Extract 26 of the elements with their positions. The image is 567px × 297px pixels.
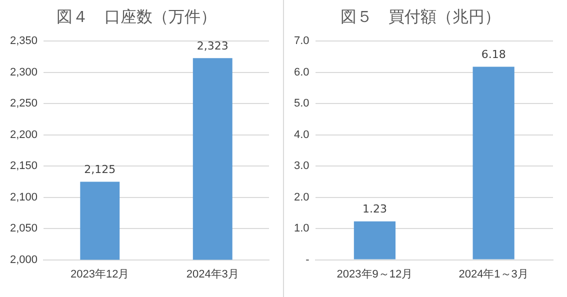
y-tick-label: 2,150 <box>10 160 38 172</box>
x-tick-label: 2024年1～3月 <box>458 268 528 280</box>
y-tick-label: 6.0 <box>294 66 310 78</box>
y-tick-label: 2,050 <box>10 222 38 235</box>
data-label: 2,125 <box>84 163 116 176</box>
y-tick-label: 2.0 <box>294 191 310 204</box>
y-tick-label: 2,200 <box>10 128 38 141</box>
y-tick-label: 2,300 <box>10 66 38 78</box>
y-tick-label: 3.0 <box>294 160 310 172</box>
data-label: 6.18 <box>481 48 506 62</box>
y-tick-label: 7.0 <box>294 35 310 48</box>
y-tick-label: 4.0 <box>294 128 310 141</box>
chart-title: 図５ 買付額（兆円） <box>340 6 500 26</box>
y-tick-label: 2,250 <box>10 98 38 110</box>
data-label: 2,323 <box>196 39 228 52</box>
y-tick-label: 1.0 <box>294 222 310 235</box>
x-tick-label: 2024年3月 <box>186 268 239 280</box>
x-tick-label: 2023年12月 <box>70 268 130 280</box>
y-tick-label: 5.0 <box>294 98 310 110</box>
y-tick-label: 2,100 <box>10 191 38 204</box>
x-tick-label: 2023年9～12月 <box>336 268 413 280</box>
y-tick-label: 2,000 <box>10 254 38 266</box>
data-label: 1.23 <box>362 202 387 216</box>
chart-title: 図４ 口座数（万件） <box>56 6 216 26</box>
y-tick-label: - <box>306 254 310 266</box>
y-tick-label: 2,350 <box>10 35 38 48</box>
